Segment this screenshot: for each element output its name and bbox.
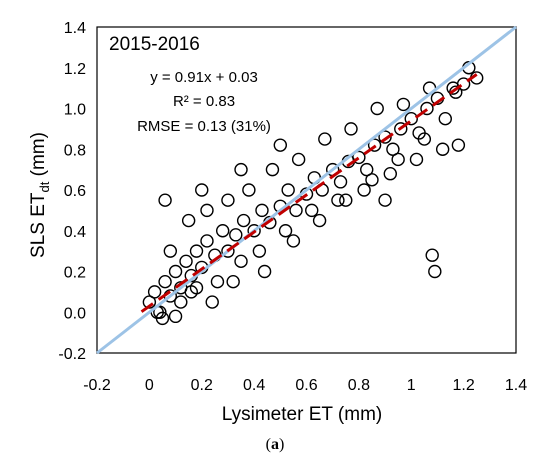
rmse-label: RMSE = 0.13 (31%) [137,118,271,135]
y-tick-label: 0.2 [64,265,86,282]
y-tick-label: 1.0 [64,102,86,119]
data-point [217,225,229,237]
data-point [175,296,187,308]
data-point [159,194,171,206]
panel-label: 2015-2016 [109,34,200,55]
data-point [211,276,223,288]
x-tick-label: 1.2 [453,377,475,394]
data-point [266,164,278,176]
data-point [340,194,352,206]
data-point [159,276,171,288]
x-tick-label: 0.8 [348,377,370,394]
data-point [397,98,409,110]
data-point [345,123,357,135]
data-point [371,103,383,115]
data-point [180,255,192,267]
data-point [358,184,370,196]
data-point [222,194,234,206]
data-point [149,286,161,298]
data-point [426,249,438,261]
data-point [335,176,347,188]
data-point [280,225,292,237]
data-point [429,266,441,278]
data-point [201,204,213,216]
data-point [201,235,213,247]
data-point [319,133,331,145]
data-point [230,229,242,241]
y-tick-label: 0.6 [64,183,86,200]
data-point [282,184,294,196]
y-axis-title: SLS ETdt (mm) [28,132,52,258]
scatter-chart: -0.2 0 0.2 0.4 0.6 0.8 1 1.2 1.4 -0.2 0.0 0.2 0.4 0.… [0,0,550,436]
data-point [164,245,176,257]
data-point [227,276,239,288]
data-point [206,296,218,308]
data-point [410,153,422,165]
data-point [392,153,404,165]
x-tick-label: 0.2 [191,377,213,394]
x-tick-label: 0 [145,377,154,394]
data-point [183,215,195,227]
x-tick-label: 0.6 [295,377,317,394]
data-point [290,204,302,216]
y-tick-label: 0.4 [64,224,86,241]
data-point [170,310,182,322]
data-point [314,215,326,227]
data-point [437,143,449,155]
data-point [238,215,250,227]
data-point [196,184,208,196]
data-point [452,139,464,151]
x-tick-label: -0.2 [83,377,111,394]
x-tick-label: 1.4 [505,377,527,394]
data-point [256,204,268,216]
x-axis-title: Lysimeter ET (mm) [222,404,382,425]
y-tick-label: 0.8 [64,142,86,159]
data-point [306,204,318,216]
data-point [293,153,305,165]
data-point [235,255,247,267]
data-point [384,168,396,180]
data-point [379,194,391,206]
data-point [243,184,255,196]
data-point [439,113,451,125]
data-point [235,164,247,176]
x-tick-label: 0.4 [243,377,265,394]
data-point [170,266,182,278]
data-point [287,235,299,247]
r-squared: R² = 0.83 [173,93,235,110]
y-tick-label: 0.0 [64,305,86,322]
data-point [253,245,265,257]
figure-caption: (a) [0,436,550,454]
data-point [366,174,378,186]
y-tick-label: 1.2 [64,61,86,78]
data-point [259,266,271,278]
data-point [274,139,286,151]
y-tick-label: 1.4 [64,20,86,37]
y-tick-label: -0.2 [58,346,86,363]
x-tick-label: 1 [407,377,416,394]
data-point [191,245,203,257]
y-tick-labels: -0.2 0.0 0.2 0.4 0.6 0.8 1.0 1.2 1.4 [58,20,86,363]
x-tick-labels: -0.2 0 0.2 0.4 0.6 0.8 1 1.2 1.4 [83,377,527,394]
regression-equation: y = 0.91x + 0.03 [150,69,258,86]
